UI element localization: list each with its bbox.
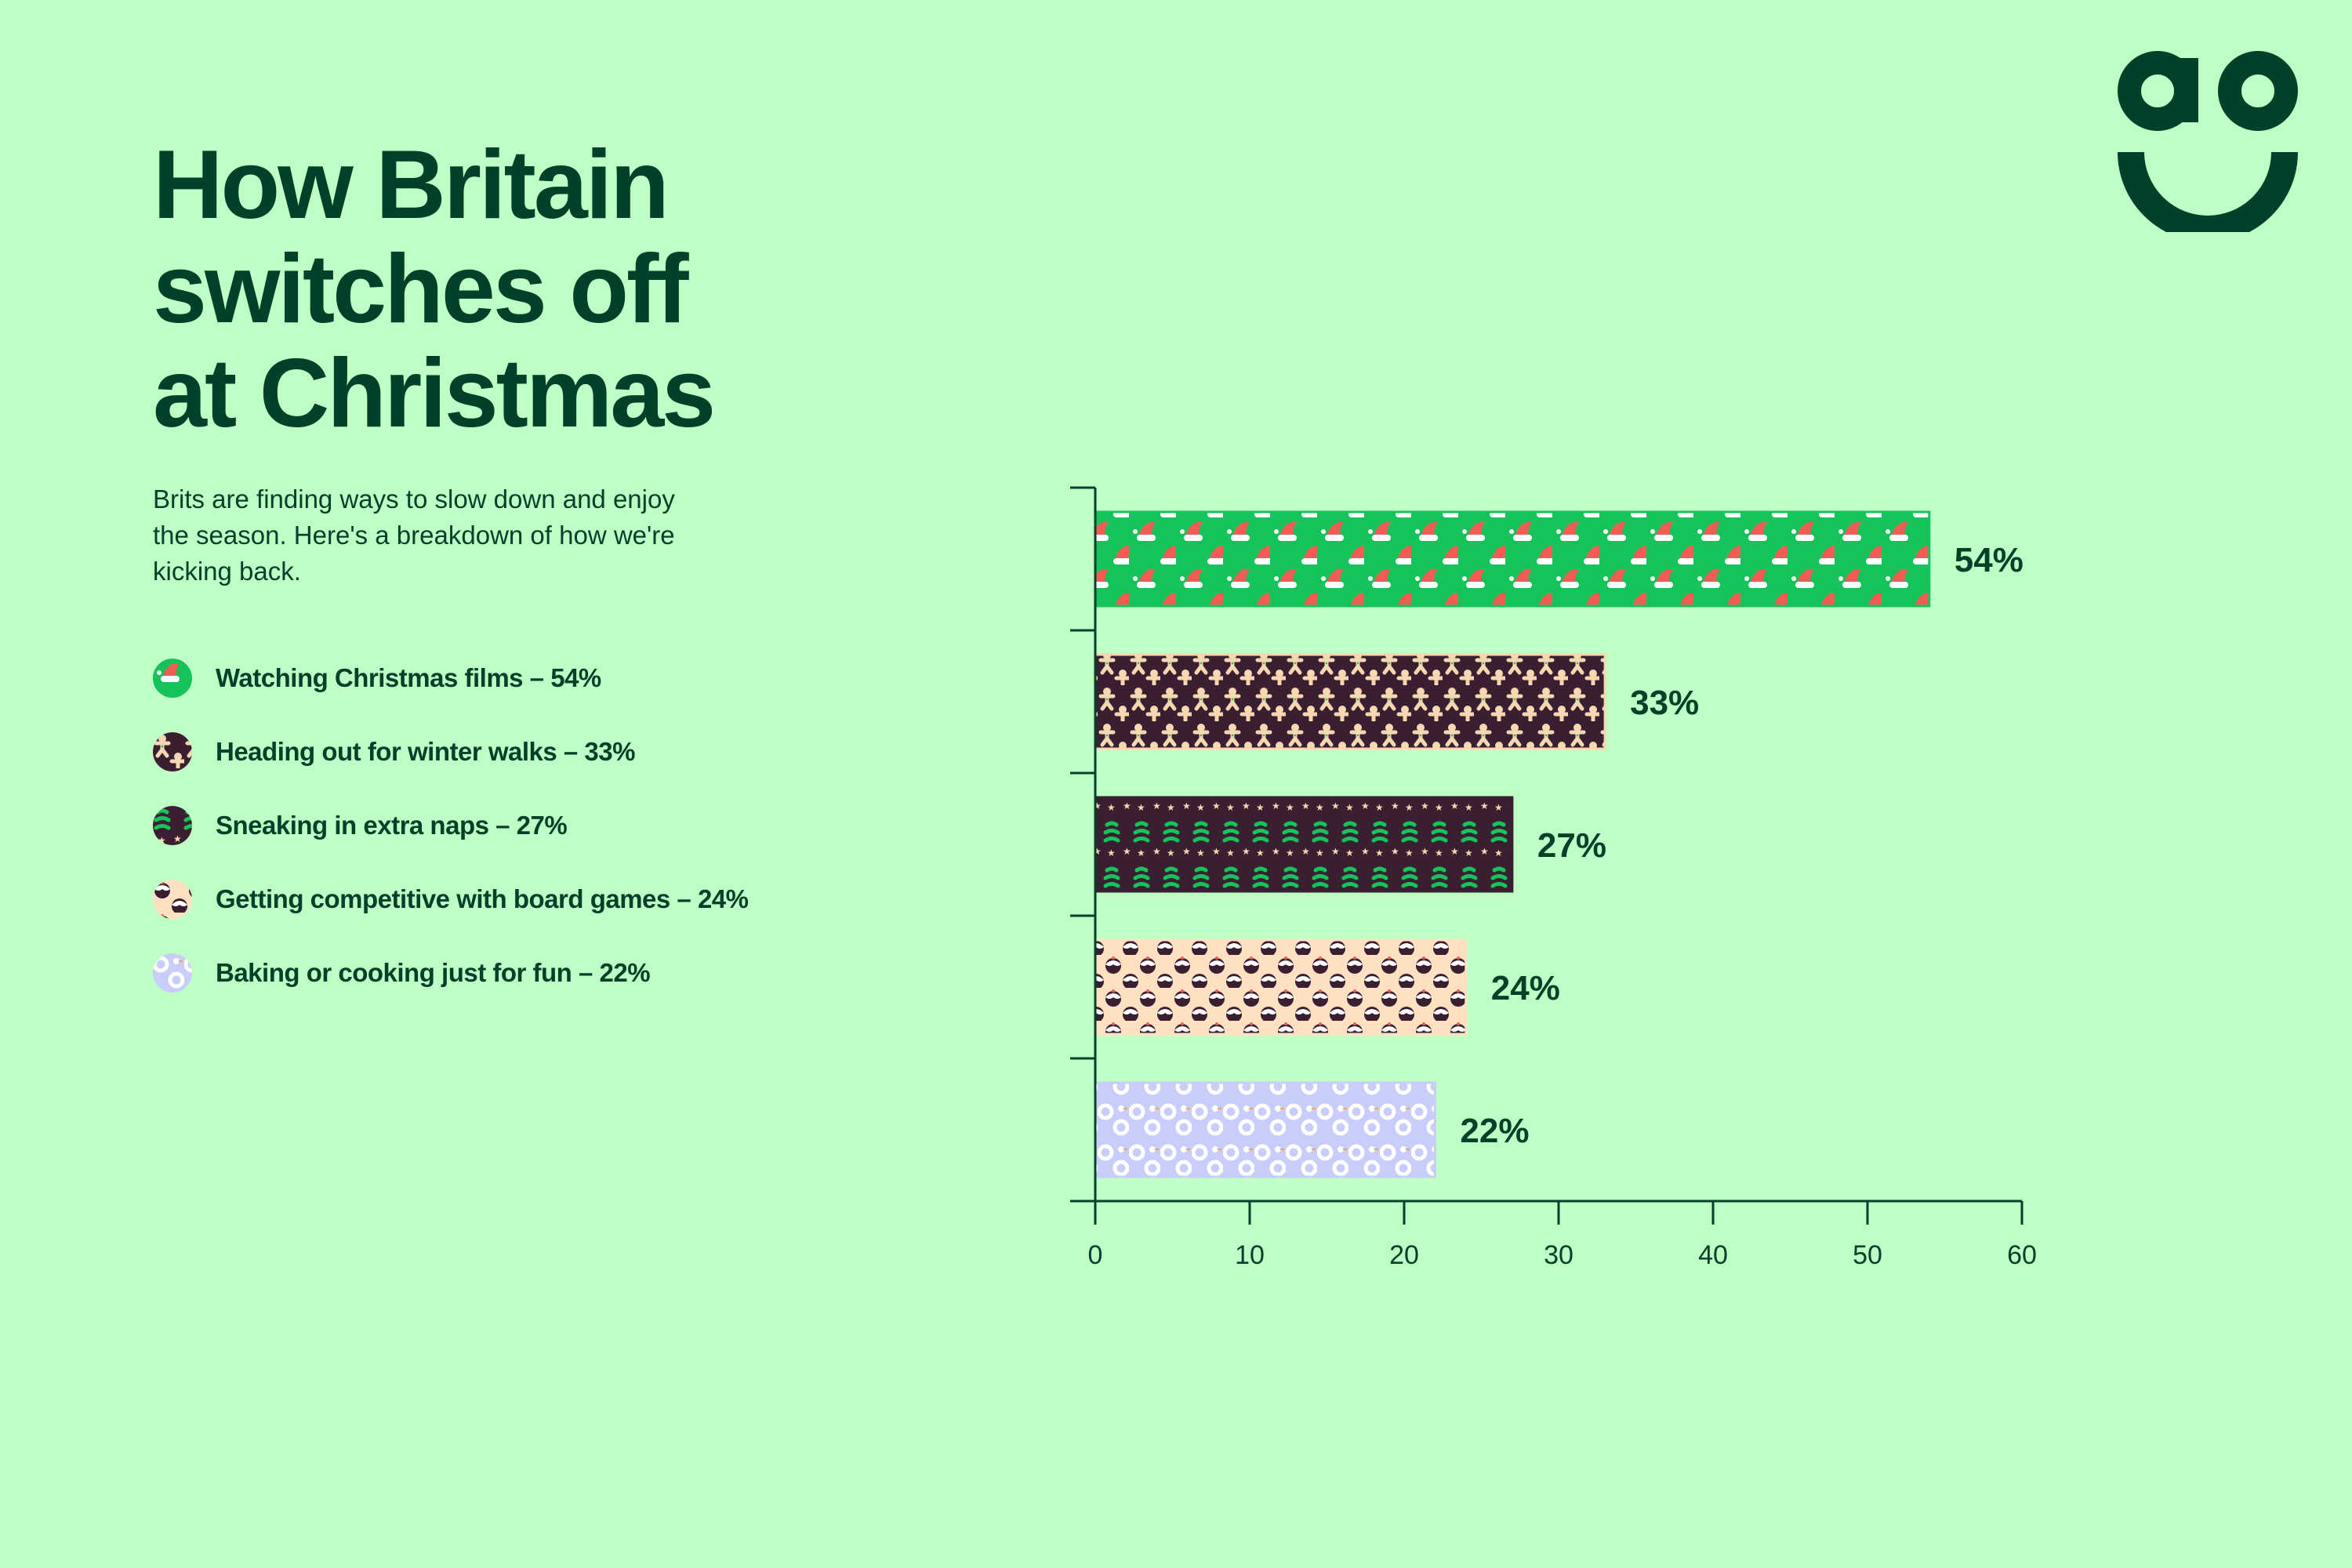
santa-hat-pattern-icon (153, 659, 192, 698)
bar-trees (1094, 796, 1514, 893)
x-tick-label: 0 (1088, 1240, 1103, 1270)
legend-item: Baking or cooking just for fun – 22% (153, 936, 749, 1010)
x-tick-label: 40 (1698, 1240, 1728, 1270)
data-label: 33% (1630, 684, 1699, 722)
data-label: 27% (1537, 826, 1606, 865)
legend: Watching Christmas films – 54% Heading o… (153, 641, 749, 1010)
data-label: 54% (1955, 541, 2024, 579)
x-tick-label: 10 (1235, 1240, 1265, 1270)
title-line: switches off (153, 235, 689, 343)
legend-label: Heading out for winter walks – 33% (216, 737, 635, 766)
legend-label: Watching Christmas films – 54% (216, 663, 601, 692)
data-label: 22% (1460, 1112, 1529, 1150)
x-tick-label: 60 (2007, 1240, 2037, 1270)
legend-label: Sneaking in extra naps – 27% (216, 811, 568, 840)
legend-item: Watching Christmas films – 54% (153, 641, 749, 715)
legend-label: Getting competitive with board games – 2… (216, 884, 749, 913)
subtitle: Brits are finding ways to slow down and … (153, 485, 675, 586)
bar-santa-hats (1094, 510, 1931, 608)
snowman-pattern-icon (153, 953, 192, 993)
title-line: How Britain (153, 131, 670, 239)
data-label: 24% (1491, 969, 1560, 1007)
ao-logo (2118, 51, 2298, 232)
tree-pattern-icon (153, 806, 192, 845)
bar-gingerbread (1094, 653, 1606, 750)
bar-puddings (1094, 938, 1468, 1036)
bars-group: 54% 33% 27% 24% 22% (1094, 510, 2024, 1178)
legend-item: Sneaking in extra naps – 27% (153, 789, 749, 862)
x-tick-label: 20 (1389, 1240, 1419, 1270)
legend-item: Getting competitive with board games – 2… (153, 862, 749, 936)
legend-item: Heading out for winter walks – 33% (153, 715, 749, 789)
x-tick-label: 30 (1544, 1240, 1573, 1270)
pudding-pattern-icon (153, 880, 192, 919)
axes: 0 10 20 30 40 50 60 (1070, 486, 2037, 1270)
x-tick-label: 50 (1853, 1240, 1882, 1270)
title-line: at Christmas (153, 339, 716, 448)
page-title: How Britain switches off at Christmas (153, 133, 937, 446)
gingerbread-pattern-icon (153, 732, 192, 771)
bar-snowmen (1094, 1081, 1436, 1178)
legend-label: Baking or cooking just for fun – 22% (216, 958, 651, 987)
